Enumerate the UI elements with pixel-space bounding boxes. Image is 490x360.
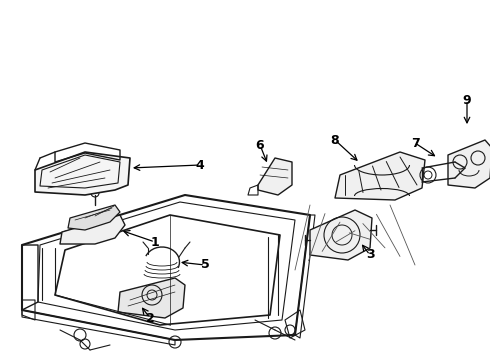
Text: 6: 6 <box>256 139 264 152</box>
Text: 8: 8 <box>331 134 339 147</box>
Polygon shape <box>448 140 490 188</box>
Polygon shape <box>258 158 292 195</box>
Text: 7: 7 <box>411 136 419 149</box>
Polygon shape <box>335 152 425 200</box>
Polygon shape <box>68 205 120 230</box>
Polygon shape <box>35 152 130 195</box>
Text: 4: 4 <box>196 158 204 171</box>
Polygon shape <box>60 215 125 244</box>
Text: 5: 5 <box>200 258 209 271</box>
Polygon shape <box>310 210 372 260</box>
Text: 3: 3 <box>366 248 374 261</box>
Polygon shape <box>118 278 185 318</box>
Text: 2: 2 <box>146 311 154 324</box>
Text: 1: 1 <box>150 235 159 248</box>
Text: 9: 9 <box>463 94 471 107</box>
